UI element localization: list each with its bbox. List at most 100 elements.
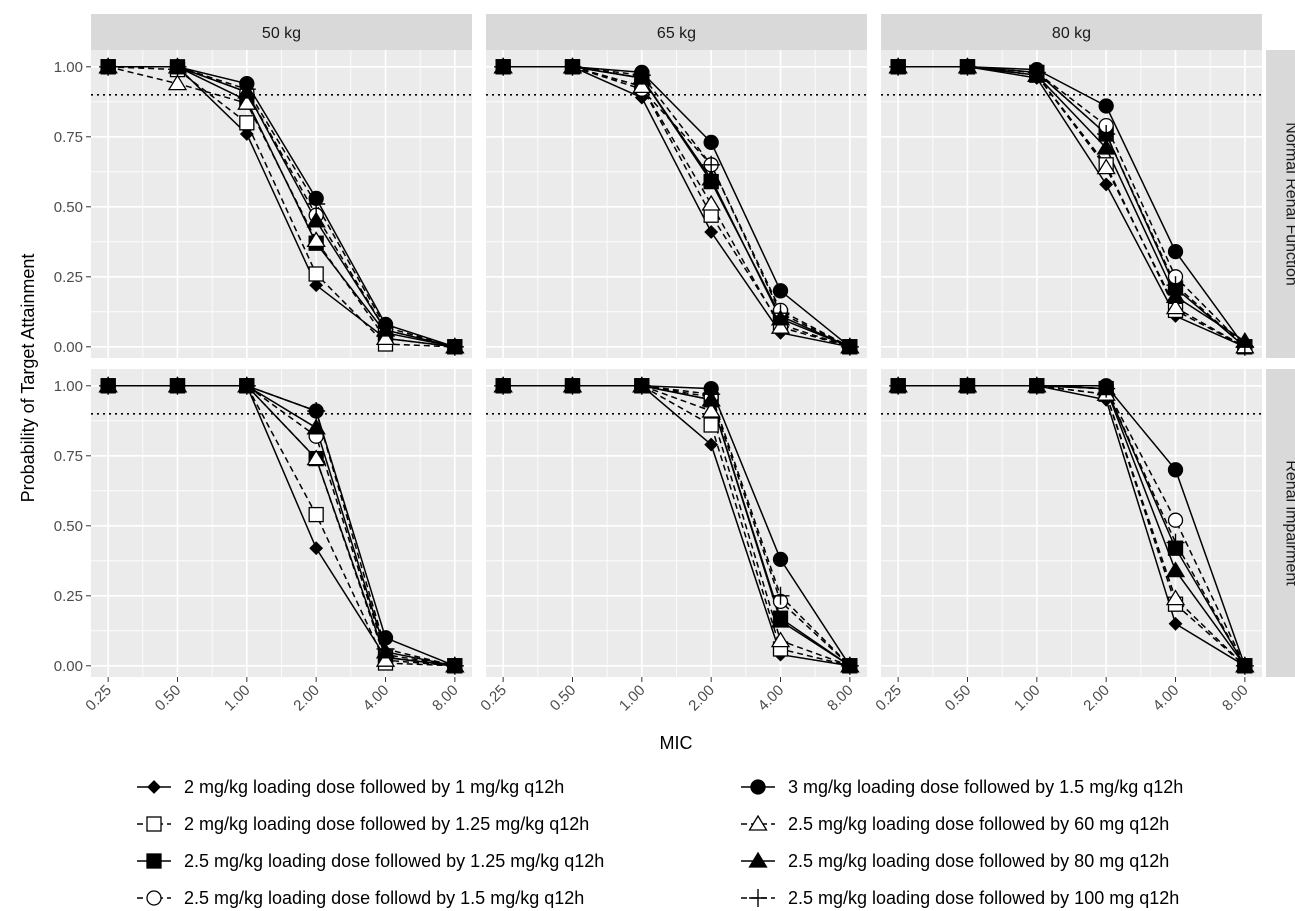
- x-tick-label: 4.00: [360, 682, 393, 715]
- row-strip-renal-impairment: [1266, 369, 1295, 677]
- data-point-series-8: [958, 376, 977, 395]
- x-tick-label: 0.50: [152, 682, 185, 715]
- legend-label: 3 mg/kg loading dose followed by 1.5 mg/…: [788, 777, 1183, 797]
- series-line-2: [898, 66, 1246, 348]
- data-point-series-4: [1167, 512, 1184, 528]
- data-point-series-8: [445, 656, 464, 675]
- series-line-2: [503, 385, 851, 667]
- data-point-series-8: [702, 155, 721, 174]
- row-strip-normal-renal-function: [1266, 50, 1295, 358]
- data-point-series-8: [376, 640, 395, 658]
- data-point-series-1: [239, 127, 254, 141]
- legend-key-marker: [748, 814, 768, 831]
- data-point-series-8: [889, 57, 908, 76]
- series-line-8: [503, 385, 851, 667]
- row-strip-label-normal-renal-function: Normal Renal Function: [1283, 122, 1295, 286]
- data-point-series-8: [99, 376, 118, 395]
- series-line-6: [503, 66, 851, 348]
- y-tick-label: 0.00: [54, 658, 83, 675]
- y-tick-label: 0.75: [54, 129, 83, 146]
- series-line-6: [503, 385, 851, 667]
- data-point-series-8: [702, 385, 721, 404]
- x-tick-label: 2.00: [1080, 682, 1113, 715]
- x-tick-label: 2.00: [290, 682, 323, 715]
- panel-series-80-kg-normal-renal-function: [888, 57, 1255, 356]
- legend-item-5: 3 mg/kg loading dose followed by 1.5 mg/…: [741, 777, 1183, 797]
- data-point-series-6: [632, 77, 652, 94]
- legend-item-1: 2 mg/kg loading dose followed by 1 mg/kg…: [137, 777, 564, 797]
- legend-label: 2.5 mg/kg loading dose followed by 80 mg…: [788, 851, 1169, 871]
- data-point-series-8: [99, 57, 118, 76]
- row-strip-label-renal-impairment: Renal impairment: [1283, 460, 1295, 586]
- data-point-series-1: [309, 278, 324, 293]
- series-line-4: [503, 66, 851, 348]
- data-point-series-5: [1098, 98, 1114, 114]
- legend-label: 2.5 mg/kg loading dose followed by 60 mg…: [788, 814, 1169, 834]
- column-strip-50-kg: [91, 14, 472, 50]
- data-point-series-7: [1165, 561, 1186, 578]
- x-tick-label: 4.00: [755, 682, 788, 715]
- data-point-series-8: [958, 57, 977, 76]
- series-line-8: [108, 385, 456, 667]
- data-point-series-1: [704, 437, 719, 452]
- panel-80-kg-renal-impairment: [881, 369, 1262, 677]
- series-line-4: [898, 66, 1246, 348]
- data-point-series-5: [1167, 243, 1184, 260]
- data-point-series-8: [307, 195, 326, 213]
- legend-item-4: 2.5 mg/kg loading dose followd by 1.5 mg…: [137, 888, 584, 908]
- series-line-6: [898, 66, 1246, 348]
- data-point-series-6: [306, 231, 326, 248]
- data-point-series-6: [1165, 298, 1186, 315]
- data-point-series-7: [1165, 287, 1186, 304]
- panel-65-kg-renal-impairment: [486, 369, 867, 677]
- data-point-series-8: [1166, 533, 1185, 552]
- legend-key-marker: [146, 853, 162, 869]
- data-point-series-7: [1096, 138, 1116, 155]
- series-line-6: [898, 385, 1246, 667]
- data-point-series-2: [239, 115, 255, 131]
- legend-item-6: 2.5 mg/kg loading dose followed by 60 mg…: [741, 814, 1169, 834]
- data-point-series-8: [632, 376, 651, 395]
- data-point-series-6: [701, 194, 721, 211]
- x-tick-label: 1.00: [1011, 682, 1044, 715]
- data-point-series-6: [770, 317, 791, 334]
- panel-50-kg-normal-renal-function: [91, 50, 472, 358]
- panel-65-kg-normal-renal-function: [486, 50, 867, 358]
- legend-item-7: 2.5 mg/kg loading dose followed by 80 mg…: [741, 851, 1169, 871]
- series-line-6: [107, 66, 455, 348]
- panel-80-kg-normal-renal-function: [881, 50, 1262, 358]
- x-tick-label: 2.00: [685, 682, 718, 715]
- legend-key-marker: [750, 779, 766, 795]
- data-point-series-8: [563, 376, 582, 395]
- y-tick-label: 1.00: [54, 59, 83, 76]
- x-tick-label: 0.50: [942, 682, 975, 715]
- data-point-series-5: [703, 134, 719, 151]
- data-point-series-6: [1165, 589, 1186, 606]
- y-tick-label: 0.50: [54, 199, 83, 216]
- x-tick-label: 1.00: [616, 682, 649, 715]
- data-point-series-2: [308, 506, 324, 523]
- data-point-series-8: [632, 66, 651, 85]
- series-line-7: [108, 385, 456, 667]
- x-tick-label: 0.25: [477, 682, 510, 715]
- data-point-series-8: [840, 656, 859, 675]
- x-tick-label: 0.25: [82, 682, 115, 715]
- data-point-series-8: [771, 304, 790, 323]
- series-line-8: [898, 66, 1246, 348]
- data-point-series-8: [376, 318, 395, 337]
- data-point-series-6: [375, 650, 396, 667]
- data-point-series-8: [237, 80, 256, 99]
- data-point-series-8: [889, 376, 908, 395]
- legend-label: 2 mg/kg loading dose followed by 1 mg/kg…: [184, 777, 564, 797]
- panel-50-kg-renal-impairment: [91, 369, 472, 677]
- data-point-series-8: [445, 337, 464, 356]
- series-line-7: [108, 66, 456, 348]
- series-line-7: [503, 385, 851, 667]
- y-tick-label: 0.75: [54, 448, 83, 465]
- column-strip-label-65-kg: 65 kg: [657, 25, 696, 42]
- legend-label: 2.5 mg/kg loading dose followd by 1.5 mg…: [184, 888, 584, 908]
- column-strip-label-80-kg: 80 kg: [1052, 25, 1091, 42]
- y-axis-title: Probability of Target Attainment: [18, 254, 38, 503]
- data-point-series-6: [701, 401, 721, 418]
- data-point-series-2: [703, 417, 719, 433]
